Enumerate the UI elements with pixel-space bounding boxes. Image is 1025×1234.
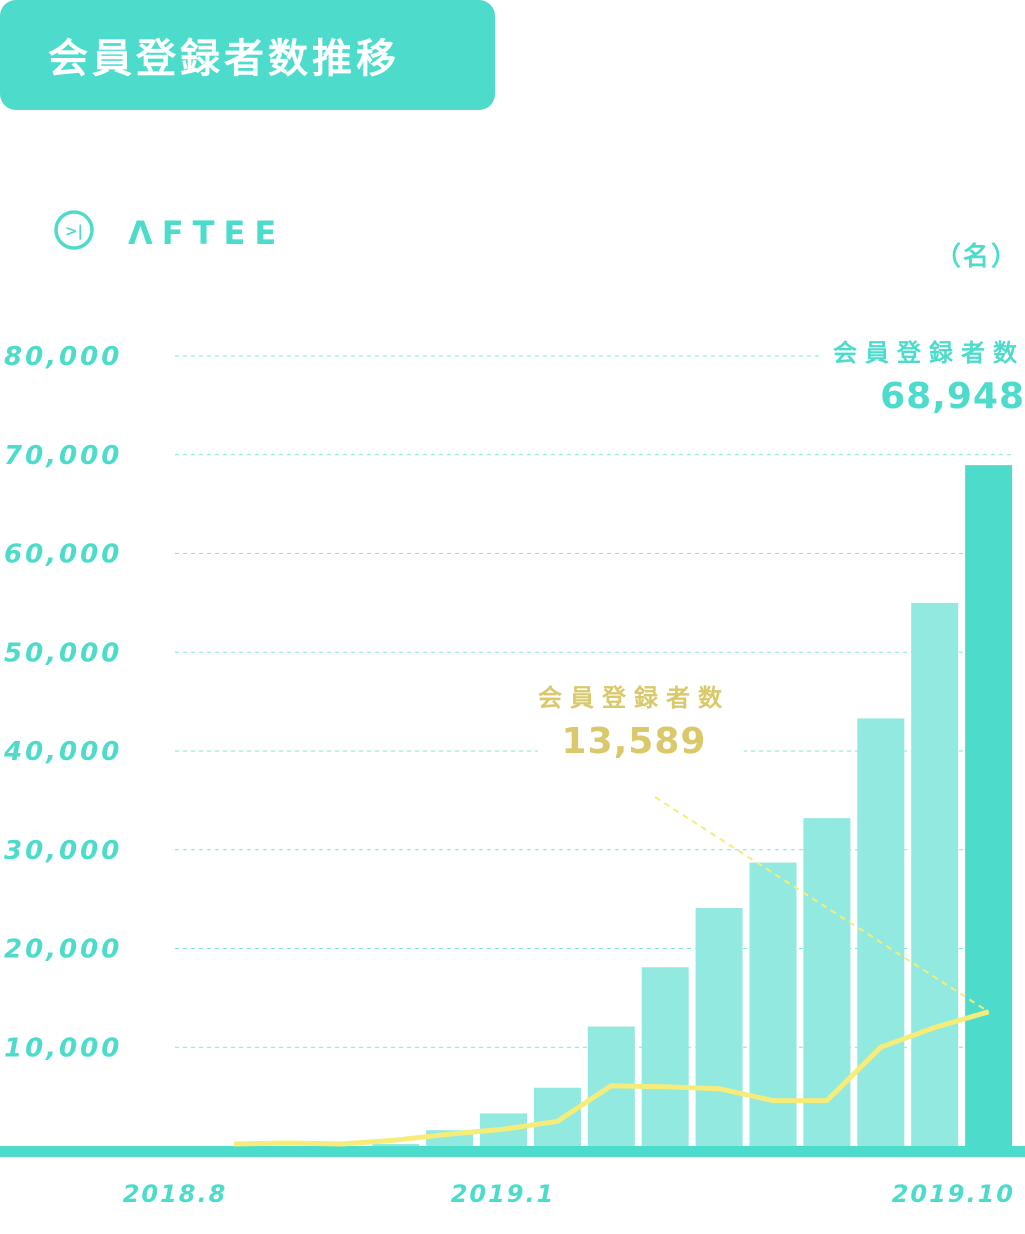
x-tick-label: 2019.10 <box>892 1180 1015 1208</box>
y-tick-label: 20,000 <box>4 935 122 965</box>
y-tick-label: 60,000 <box>4 540 122 570</box>
chart-title: 会員登録者数推移 <box>48 36 400 82</box>
aftee-logo: >| ΛFTEE <box>54 210 285 252</box>
callout-line-value: 13,589 <box>561 721 707 762</box>
x-axis-baseline <box>0 1146 1025 1157</box>
logo-icon-glyph: >| <box>65 222 83 241</box>
callout-leader-line <box>654 796 990 1013</box>
registration-line <box>233 1009 990 1147</box>
bar <box>641 967 689 1146</box>
callout-total-label: 会員登録者数 <box>833 339 1025 367</box>
y-tick-label: 40,000 <box>3 737 122 767</box>
callout-line-label: 会員登録者数 <box>538 684 730 712</box>
unit-label: （名） <box>934 242 1019 272</box>
bar <box>533 1087 581 1146</box>
callout-total-value: 68,948 <box>880 376 1025 417</box>
callout-total: 会員登録者数 68,948 <box>819 333 1025 417</box>
bar <box>965 465 1013 1146</box>
bar <box>695 908 743 1146</box>
bar <box>372 1144 420 1146</box>
bar <box>857 718 905 1146</box>
y-tick-label: 80,000 <box>4 342 122 372</box>
y-tick-label: 30,000 <box>4 836 122 866</box>
y-tick-label: 50,000 <box>4 638 122 668</box>
x-tick-label: 2019.1 <box>451 1180 556 1208</box>
y-tick-label: 70,000 <box>4 441 122 471</box>
bar <box>803 818 851 1146</box>
title-badge: 会員登録者数推移 <box>0 0 495 110</box>
y-tick-label: 10,000 <box>4 1033 122 1063</box>
callout-line: 会員登録者数 13,589 <box>538 678 744 762</box>
x-tick-label: 2018.8 <box>123 1180 228 1208</box>
bar <box>911 602 959 1146</box>
logo-wordmark: ΛFTEE <box>128 214 285 252</box>
bar <box>749 862 797 1146</box>
logo-circle-icon <box>54 210 94 250</box>
